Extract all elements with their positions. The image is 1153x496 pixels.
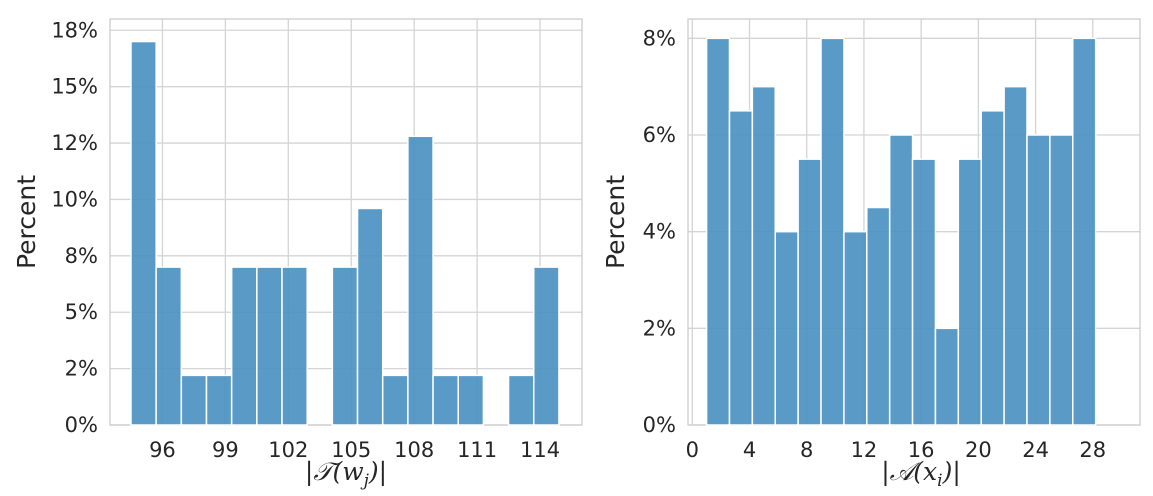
histogram-bar — [1072, 37, 1097, 426]
histogram-bar — [888, 134, 914, 426]
histogram-bar — [728, 110, 754, 426]
histogram-bar — [205, 374, 233, 426]
histogram-bar — [356, 207, 384, 426]
histogram-bar — [331, 266, 359, 426]
histogram-bar — [957, 158, 982, 426]
histogram-bar — [457, 374, 485, 426]
histogram-bar — [911, 158, 937, 426]
x-tick-label: 96 — [149, 438, 176, 462]
chart-left: 0% 2% 5% 8% 10% 12% 15% 18% 96 99 102 105 108 111 114 |… — [12, 18, 583, 491]
histogram-bar — [1049, 134, 1074, 426]
histogram-bar — [980, 110, 1005, 426]
histogram-bar — [507, 374, 535, 426]
histogram-bar — [1003, 85, 1028, 426]
y-tick-label: 18% — [51, 18, 98, 42]
y-tick-label: 10% — [51, 187, 98, 211]
histogram-bar — [432, 374, 459, 426]
histogram-bar — [230, 266, 258, 426]
y-axis-label: Percent — [12, 175, 41, 269]
y-tick-label: 15% — [51, 75, 98, 99]
histogram-bar — [820, 37, 845, 426]
x-tick-label: 105 — [331, 438, 371, 462]
y-tick-label: 0% — [643, 413, 676, 437]
histogram-bar — [751, 85, 777, 426]
x-tick-label: 28 — [1079, 438, 1106, 462]
y-tick-label: 5% — [65, 300, 98, 324]
x-axis-label: |𝒯(wj)| — [305, 457, 387, 491]
y-tick-label: 2% — [65, 357, 98, 381]
x-tick-label: 8 — [800, 438, 813, 462]
chart-right: 0% 2% 4% 6% 8% 0 4 8 12 16 20 24 28 |𝒜(xi)| Percent — [601, 18, 1141, 491]
histogram-bar — [256, 266, 283, 426]
histogram-bar — [705, 37, 731, 426]
histogram-bar — [180, 374, 208, 426]
y-tick-label: 8% — [643, 26, 676, 50]
histogram-bar — [281, 266, 308, 426]
x-tick-label: 4 — [743, 438, 756, 462]
x-tick-label: 99 — [212, 438, 239, 462]
y-tick-label: 0% — [65, 413, 98, 437]
histogram-bar — [866, 206, 891, 426]
x-tick-label: 20 — [965, 438, 992, 462]
y-tick-label: 2% — [643, 316, 676, 340]
y-tick-label: 6% — [643, 123, 676, 147]
x-tick-label: 102 — [268, 438, 308, 462]
y-tick-label: 4% — [643, 220, 676, 244]
x-tick-label: 24 — [1022, 438, 1049, 462]
histogram-bar — [774, 230, 799, 426]
histogram-bar — [533, 266, 560, 426]
x-tick-label: 114 — [520, 438, 560, 462]
x-tick-label: 108 — [394, 438, 434, 462]
x-axis-label: |𝒜(xi)| — [881, 457, 961, 491]
histogram-bar — [843, 230, 868, 426]
histogram-bar — [1026, 134, 1051, 426]
histogram-bar — [381, 374, 409, 426]
histogram-bar — [797, 158, 822, 426]
x-tick-label: 111 — [457, 438, 497, 462]
x-tick-label: 0 — [686, 438, 699, 462]
x-tick-label: 16 — [908, 438, 935, 462]
y-tick-label: 12% — [51, 131, 98, 155]
histogram-bar — [407, 135, 434, 426]
histogram-bar — [155, 266, 183, 426]
histogram-bar — [934, 327, 960, 426]
x-tick-label: 12 — [851, 438, 878, 462]
y-axis-label: Percent — [601, 175, 630, 269]
histogram-bar — [130, 40, 157, 426]
y-tick-label: 8% — [65, 244, 98, 268]
